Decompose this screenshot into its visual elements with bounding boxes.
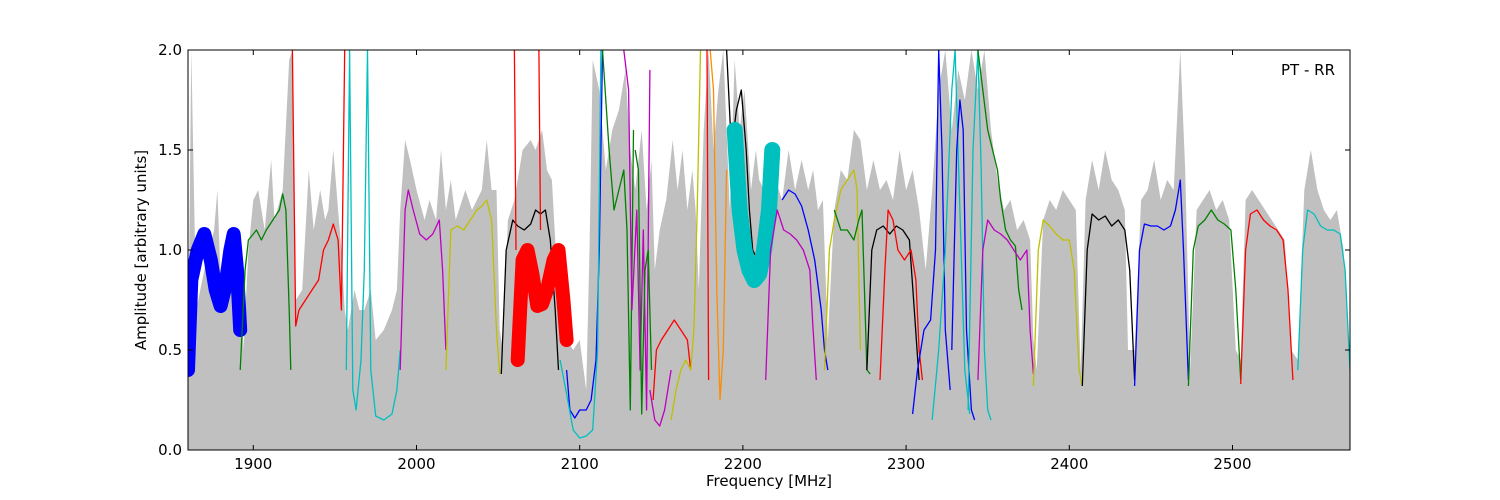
series-line-2 [291,50,346,327]
series-line-19 [709,50,728,401]
series-line-21 [734,129,773,281]
x-tick-label-2500: 2500 [1213,455,1251,473]
y-axis-label: Amplitude [arbitrary units] [132,150,150,350]
series-line-32 [977,50,1023,311]
series-line-33 [977,219,1035,381]
series-line-12 [601,50,635,411]
x-tick-label-2400: 2400 [1050,455,1088,473]
series-line-17 [670,50,702,421]
series-line-15 [652,319,692,401]
x-tick-label-2200: 2200 [724,455,762,473]
series-line-1 [239,193,292,371]
series-line-11 [559,50,602,439]
y-tick-label-1: 1.0 [158,241,182,259]
x-tick-label-2100: 2100 [561,455,599,473]
x-axis-label: Frequency [MHz] [706,472,832,490]
series-line-3 [345,50,401,421]
series-line-26 [866,225,920,381]
series-line-7 [517,249,568,361]
x-tick-label-2300: 2300 [887,455,925,473]
series-line-38 [1240,209,1294,385]
series-line-30 [951,99,976,421]
axis-ticks: 1900 2000 2100 2200 2300 2400 2500 0.0 0.5 1.0 1.5… [158,41,1350,473]
annotation-label: PT - RR [1281,61,1335,79]
x-tick-label-2000: 2000 [397,455,435,473]
series-line-39 [1297,209,1350,371]
series-line-14 [634,149,653,415]
series-line-16 [649,369,672,427]
series-line-22 [765,209,817,381]
plot-area [188,50,1350,450]
y-tick-label-0: 0.0 [158,441,182,459]
series-line-23 [781,189,829,371]
series-line-8 [513,50,517,251]
y-tick-label-1.5: 1.5 [158,141,182,159]
y-tick-label-2: 2.0 [158,41,182,59]
series-line-27 [879,209,924,381]
series-line-5 [445,199,501,375]
series-line-31 [967,50,992,421]
series-line-13 [623,50,651,411]
series-line-35 [1081,213,1136,387]
series-line-25 [833,209,871,375]
series-line-9 [538,50,542,231]
series-line-36 [1133,179,1190,387]
series-line-29 [931,50,971,421]
y-tick-label-0.5: 0.5 [158,341,182,359]
series-line-34 [1032,219,1083,387]
series-line-18 [706,50,710,381]
series-line-4 [399,189,447,371]
series-line-37 [1187,209,1242,387]
series-group [188,50,1350,439]
series-line-0 [188,233,241,371]
x-tick-label-1900: 1900 [234,455,272,473]
series-line-24 [823,169,862,371]
